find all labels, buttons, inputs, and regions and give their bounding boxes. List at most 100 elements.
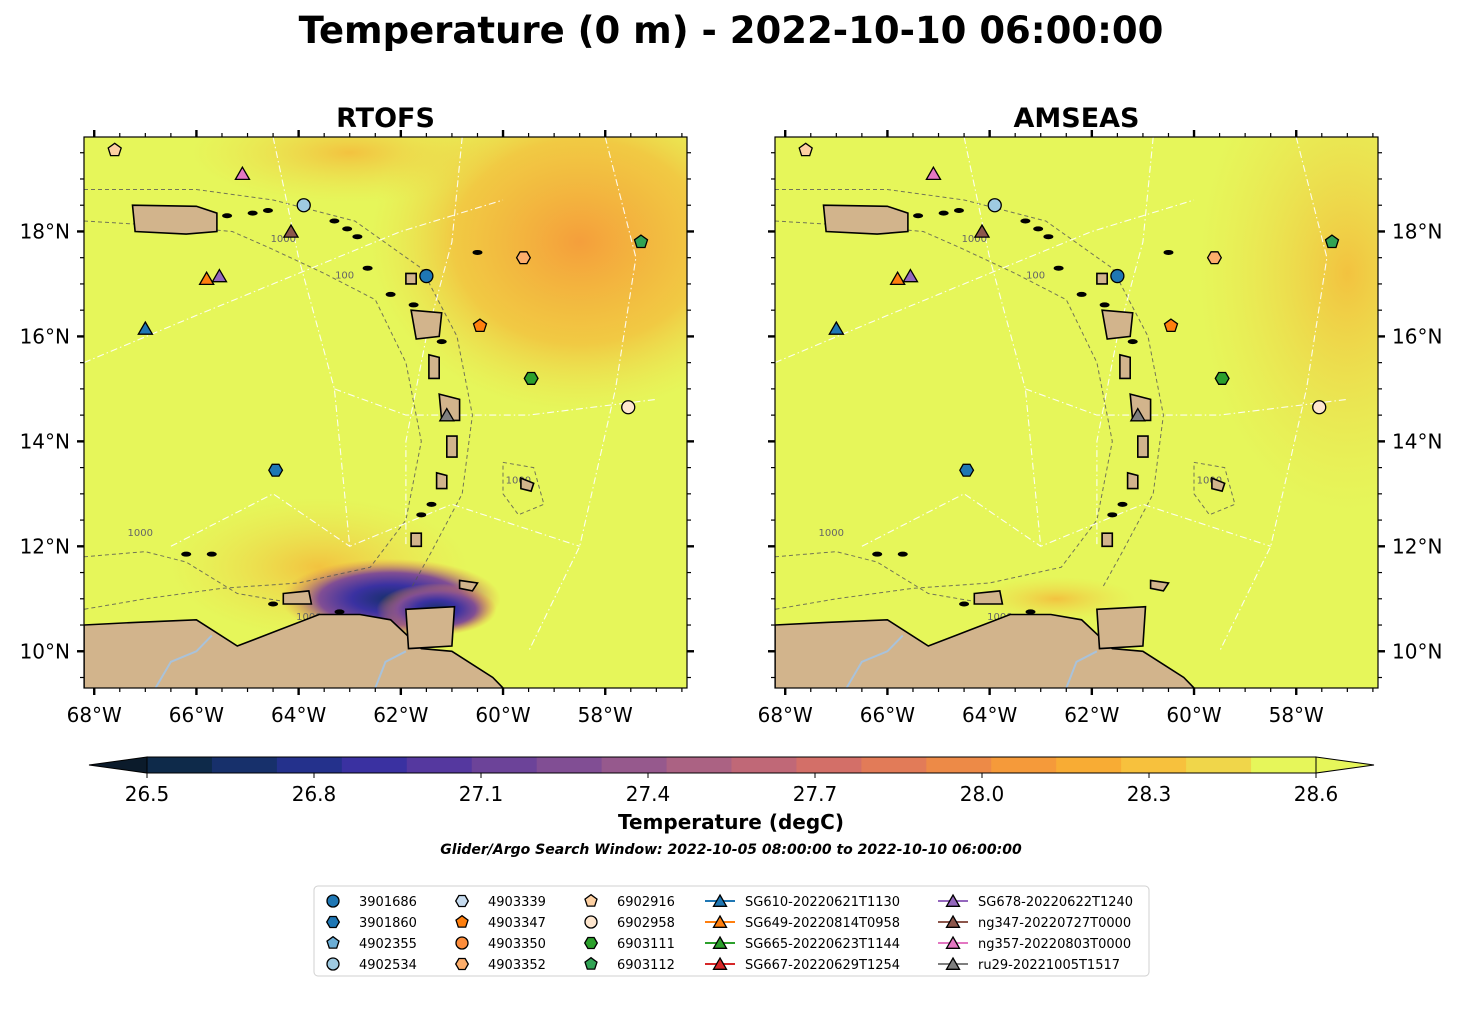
eez-boundary [170,493,580,547]
legend-item: SG667-20220629T1254 [705,956,900,973]
warm-region-northeast [369,137,687,412]
small-island [329,218,340,224]
colorbar-segment [666,757,733,773]
x-tick-label: 68°W [758,703,813,727]
x-tick-label: 62°W [373,703,428,727]
legend-marker [584,893,598,907]
map-area: 1000 100 1000 1000 1000 [775,137,1378,688]
marker-3901860 [959,463,975,477]
search-window-subtitle: Glider/Argo Search Window: 2022-10-05 08… [440,842,1022,858]
marker-4903352 [515,251,532,265]
x-tick-label: 64°W [962,703,1017,727]
legend-marker [455,936,469,950]
marker-ru29-20221005t1517 [438,407,456,422]
colorbar-segment [211,757,278,773]
legend-item: 3901860 [325,915,417,931]
marker-sg678-20220622t1240 [902,268,919,283]
colorbar-segment [991,757,1057,773]
y-tick-label: 10°N [20,639,70,663]
colorbar-segment [601,757,668,773]
warm-region-east [1197,137,1378,514]
colorbar-tick-label: 27.7 [793,782,838,806]
x-tick-label: 60°W [1166,703,1221,727]
small-island [352,234,363,240]
barbados-island [520,476,535,493]
marker-ng347-20220727t0000 [282,223,300,238]
legend-item: 4903347 [455,914,546,931]
st-vincent-island [1126,471,1139,490]
colorbar-segment [731,757,798,773]
small-island [362,265,373,271]
small-island [1020,218,1031,224]
eez-boundary [1219,137,1328,652]
small-island [1107,512,1118,518]
marker-3901686 [1110,268,1125,284]
legend-marker [584,915,598,929]
colorbar-tick-label: 26.5 [125,782,170,806]
legend-label: SG667-20220629T1254 [745,958,900,973]
x-tick-label: 66°W [860,703,915,727]
legend-label: 4902534 [359,958,417,973]
legend-marker [712,956,728,970]
map-frame [774,136,1379,689]
contour-label: 100 [335,271,354,282]
figure-title: Temperature (0 m) - 2022-10-10 06:00:00 [299,9,1164,52]
marker-6903111 [1214,371,1230,385]
small-island [953,207,964,213]
marker-6902916 [798,142,813,157]
legend-marker [712,935,728,949]
marker-sg649-20220814t0958 [198,270,215,286]
legend-label: 4903347 [488,916,546,931]
bathymetry-contour [502,461,545,516]
puerto-rico-island [822,204,909,235]
eez-boundary [528,137,637,652]
river [374,650,407,688]
small-island [181,551,192,557]
legend-marker [712,914,728,928]
legend-item: 4903352 [454,957,546,973]
legend-item: SG665-20220623T1144 [705,935,900,952]
colorbar-tick-label: 27.1 [459,782,504,806]
legend-label: 3901686 [359,895,417,910]
y-tick-label: 10°N [1392,639,1442,663]
legend-item: 6903111 [583,936,675,952]
small-island [1076,291,1087,297]
x-tick-label: 60°W [475,703,530,727]
legend-marker [945,935,961,949]
legend-item: 3901686 [326,894,417,910]
guadeloupe-island [410,309,443,340]
dominica-island [428,353,441,380]
marker-4902534 [296,198,311,213]
bathymetry-contour [775,189,1164,589]
legend-marker [583,936,599,950]
contour-label: 1000 [962,234,987,245]
legend-label: 6903112 [617,958,675,973]
legend-marker [945,956,961,970]
rtofs-map-panel: RTOFS 1000 100 1000 1000 1000 68°W 66°W 64°W 62°W… [20,103,694,727]
x-tick-label: 66°W [169,703,224,727]
marker-ng357-20220803t0000 [234,165,251,181]
small-island [1127,339,1138,345]
legend-label: 4902355 [359,937,417,952]
contour-label: 100 [1026,271,1045,282]
trinidad-island [1096,605,1147,650]
marker-4903347 [472,318,488,333]
colorbar-segment [471,757,538,773]
contour-label: 1000 [1197,475,1222,486]
legend-marker [454,957,470,971]
legend-label: 6902958 [617,916,675,931]
x-tick-label: 62°W [1064,703,1119,727]
barbados-island [1211,476,1226,493]
grenada-island [410,532,423,548]
contour-label: 1000 [818,528,843,539]
eez-boundary [84,199,504,364]
contour-label: 1000 [271,234,296,245]
marker-4902534 [987,198,1002,213]
small-island [206,551,217,557]
legend-label: ru29-20221005T1517 [978,958,1120,973]
small-island [1025,609,1036,615]
colorbar: 26.5 26.8 27.1 27.4 27.7 28.0 28.3 28.6 Temperat… [88,756,1375,834]
marker-6903111 [523,371,539,385]
legend-item: SG610-20220621T1130 [705,893,900,910]
